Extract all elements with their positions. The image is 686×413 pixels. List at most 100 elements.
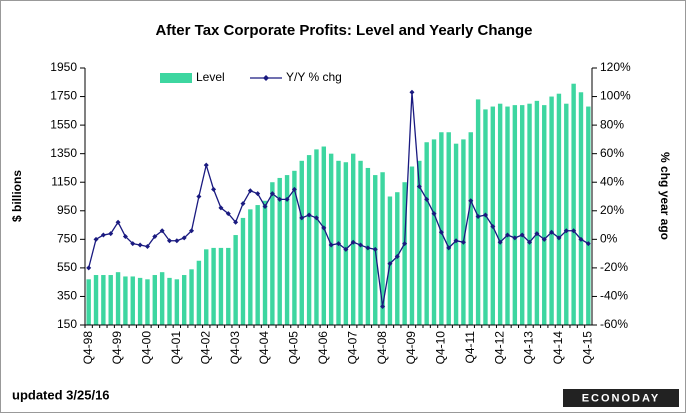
marker — [380, 303, 386, 309]
x-tick-label: Q4-13 — [522, 331, 536, 365]
marker — [122, 233, 128, 239]
bar — [174, 279, 180, 325]
bar — [571, 83, 576, 325]
marker — [475, 213, 481, 219]
marker — [299, 215, 305, 221]
marker — [416, 184, 422, 190]
marker — [512, 235, 518, 241]
bar — [343, 162, 349, 325]
bar — [519, 105, 525, 325]
y2-tick-label: 100% — [600, 89, 631, 103]
marker — [571, 228, 577, 234]
marker — [181, 235, 187, 241]
marker — [144, 243, 150, 249]
y-tick-label: 1350 — [50, 146, 77, 160]
y2-tick-label: -40% — [600, 289, 628, 303]
bar — [475, 99, 481, 326]
bar — [292, 170, 297, 325]
y-tick-label: 550 — [57, 260, 77, 274]
marker — [167, 238, 172, 244]
logo: ECONODAY — [582, 392, 661, 404]
bar — [512, 105, 518, 325]
marker — [519, 232, 525, 238]
y-tick-label: 950 — [57, 203, 77, 217]
x-tick-label: Q4-06 — [316, 331, 330, 365]
marker — [424, 196, 430, 202]
bar — [542, 105, 547, 325]
marker — [505, 232, 510, 238]
bar — [556, 93, 562, 325]
marker — [328, 242, 334, 248]
marker — [343, 246, 349, 252]
marker — [336, 241, 341, 247]
marker — [585, 241, 591, 247]
marker — [203, 162, 209, 168]
x-tick-label: Q4-12 — [492, 331, 506, 365]
bar — [321, 146, 327, 325]
marker — [321, 225, 327, 231]
legend-label: Level — [196, 70, 225, 84]
bar — [108, 275, 113, 325]
marker — [174, 238, 180, 244]
y2-axis-label: % chg year ago — [658, 152, 672, 240]
bar — [417, 160, 422, 325]
x-tick-label: Q4-10 — [434, 331, 448, 365]
marker — [372, 246, 378, 252]
bar — [240, 217, 246, 325]
marker — [247, 188, 253, 194]
bar — [189, 269, 194, 325]
marker — [137, 242, 143, 248]
bar — [350, 153, 356, 325]
marker — [409, 89, 415, 95]
bar — [409, 166, 415, 325]
marker — [291, 186, 297, 192]
bar — [262, 200, 268, 325]
y2-tick-label: -60% — [600, 317, 628, 331]
marker — [490, 223, 496, 229]
marker — [453, 238, 459, 244]
y-tick-label: 750 — [57, 232, 77, 246]
bar — [549, 96, 554, 325]
marker — [438, 229, 444, 235]
bar — [586, 106, 591, 325]
marker — [284, 196, 290, 202]
y-tick-label: 1150 — [51, 174, 77, 188]
bar — [152, 275, 158, 325]
bar — [328, 153, 334, 325]
bar — [468, 132, 473, 325]
x-tick-label: Q4-11 — [463, 331, 477, 364]
y-tick-label: 1550 — [50, 117, 77, 131]
bar — [578, 92, 584, 326]
bar — [101, 275, 106, 325]
bar — [439, 132, 444, 325]
marker — [159, 228, 165, 234]
marker — [130, 241, 136, 247]
y2-tick-label: 0% — [600, 232, 618, 246]
bar — [314, 149, 319, 325]
marker — [115, 219, 121, 225]
marker — [402, 241, 408, 247]
marker — [578, 236, 584, 242]
bar — [218, 247, 224, 325]
y-tick-label: 150 — [57, 317, 77, 331]
marker — [468, 198, 474, 204]
bar — [211, 247, 216, 325]
x-tick-label: Q4-08 — [375, 331, 389, 365]
bar — [402, 182, 407, 325]
bar — [181, 275, 187, 325]
logo-box — [563, 389, 679, 407]
marker — [556, 235, 562, 241]
bar — [137, 277, 143, 325]
bar — [145, 279, 150, 325]
bar — [248, 209, 253, 325]
marker — [152, 233, 158, 239]
marker — [446, 245, 452, 251]
bar — [453, 143, 459, 325]
marker — [218, 205, 224, 211]
y2-tick-label: 20% — [600, 203, 624, 217]
marker — [365, 245, 371, 251]
marker — [93, 236, 99, 242]
x-tick-label: Q4-99 — [110, 331, 124, 365]
